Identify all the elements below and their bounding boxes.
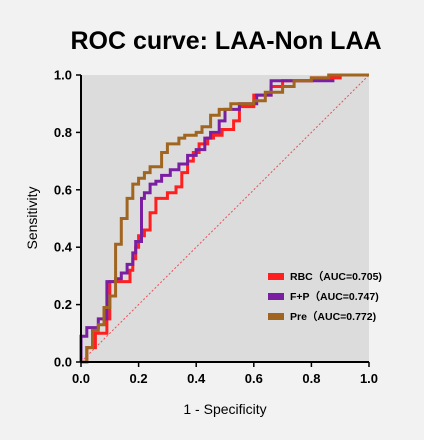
x-tick-label: 0.8 bbox=[302, 371, 320, 386]
series-line-1 bbox=[81, 73, 369, 364]
series-line-3 bbox=[81, 73, 369, 364]
y-tick-label: 0.2 bbox=[54, 297, 72, 312]
legend-label-3: Pre（AUC=0.772) bbox=[290, 310, 376, 323]
y-axis-label: Sensitivity bbox=[24, 186, 40, 249]
legend-label-2: F+P（AUC=0.747) bbox=[290, 290, 379, 303]
series-group bbox=[79, 73, 369, 364]
x-axis-label: 1 - Specificity bbox=[183, 401, 266, 417]
legend-swatch-2 bbox=[268, 293, 284, 300]
chart-title: ROC curve: LAA-Non LAA bbox=[70, 27, 381, 55]
x-tick-label: 0.4 bbox=[187, 371, 206, 386]
legend: RBC（AUC=0.705) F+P（AUC=0.747) Pre（AUC=0.77… bbox=[268, 270, 382, 323]
y-tick-label: 0.4 bbox=[54, 240, 73, 255]
y-tick-label: 0.6 bbox=[54, 182, 72, 197]
axes bbox=[80, 75, 369, 363]
legend-label-1: RBC（AUC=0.705) bbox=[290, 270, 382, 283]
plot-area bbox=[81, 75, 369, 362]
y-tick-label: 0.0 bbox=[54, 355, 72, 370]
legend-swatch-1 bbox=[268, 273, 284, 280]
x-tick-label: 1.0 bbox=[360, 371, 378, 386]
y-tick-label: 0.8 bbox=[54, 125, 72, 140]
legend-swatch-3 bbox=[268, 313, 284, 320]
x-tick-label: 0.0 bbox=[72, 371, 90, 386]
y-tick-label: 1.0 bbox=[54, 68, 72, 83]
x-tick-label: 0.2 bbox=[130, 371, 148, 386]
x-tick-label: 0.6 bbox=[245, 371, 263, 386]
ticks: 0.0 0.2 0.4 0.6 0.8 1.0 0.0 0.2 0.4 0.6 0.8 1.0 bbox=[54, 68, 378, 387]
